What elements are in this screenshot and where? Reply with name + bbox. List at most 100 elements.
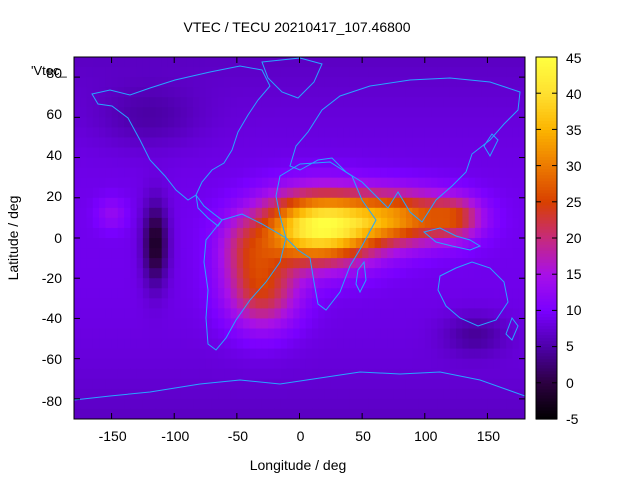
heatmap-cell [337, 358, 344, 370]
heatmap-cell [506, 167, 514, 179]
heatmap-cell [456, 288, 463, 299]
coastline-eurasia [289, 77, 521, 223]
heatmap-cell [243, 97, 250, 108]
heatmap-cell [330, 338, 338, 350]
heatmap-cell [412, 127, 420, 139]
colorbar-segment [536, 111, 557, 115]
heatmap-cell [224, 137, 232, 149]
heatmap-cell [424, 147, 432, 159]
heatmap-cell [431, 137, 438, 149]
heatmap-cell [142, 238, 150, 249]
heatmap-cell [130, 107, 138, 118]
heatmap-cell [117, 117, 125, 128]
heatmap-cell [431, 398, 438, 410]
heatmap-cell [99, 318, 106, 330]
heatmap-cell [99, 97, 106, 108]
heatmap-cell [218, 87, 225, 98]
heatmap-cell [512, 268, 520, 279]
heatmap-cell [368, 167, 376, 179]
heatmap-cell [149, 368, 157, 380]
heatmap-cell [462, 147, 470, 159]
heatmap-cell [249, 248, 257, 259]
heatmap-cell [142, 338, 150, 350]
heatmap-cell [399, 107, 407, 118]
heatmap-cell [249, 87, 257, 98]
heatmap-cell [268, 207, 276, 219]
heatmap-cell [456, 57, 463, 68]
heatmap-cell [318, 328, 326, 340]
heatmap-cell [205, 187, 213, 199]
heatmap-cell [449, 67, 457, 78]
heatmap-cell [117, 248, 125, 259]
heatmap-cell [236, 408, 244, 419]
heatmap-cell [167, 67, 175, 78]
heatmap-cell [136, 147, 144, 159]
heatmap-cell [261, 177, 269, 189]
heatmap-cell [312, 348, 319, 360]
heatmap-cell [218, 398, 225, 410]
heatmap-cell [437, 87, 445, 98]
heatmap-cell [499, 368, 507, 380]
heatmap-cell [330, 57, 338, 68]
heatmap-cell [205, 217, 213, 229]
heatmap-cell [374, 197, 382, 209]
heatmap-cell [236, 398, 244, 410]
heatmap-cell [199, 177, 207, 189]
heatmap-cell [105, 288, 113, 299]
heatmap-cell [205, 318, 213, 330]
heatmap-cell [186, 298, 194, 309]
heatmap-cell [405, 328, 413, 340]
heatmap-cell [324, 348, 332, 360]
heatmap-cell [506, 238, 514, 249]
heatmap-cell [393, 398, 401, 410]
heatmap-cell [268, 147, 276, 159]
heatmap-cell [368, 278, 376, 289]
colorbar-segment [536, 207, 557, 212]
heatmap-cell [155, 87, 163, 98]
heatmap-cell [355, 348, 363, 360]
heatmap-cell [324, 147, 332, 159]
heatmap-cell [243, 217, 250, 229]
heatmap-cell [487, 207, 495, 219]
heatmap-cell [312, 147, 319, 159]
heatmap-cell [193, 157, 200, 169]
heatmap-cell [405, 217, 413, 229]
colorbar-segment [536, 219, 557, 224]
heatmap-cell [205, 227, 213, 239]
heatmap-cell [405, 187, 413, 199]
heatmap-cell [274, 388, 282, 400]
heatmap-cell [474, 248, 482, 259]
heatmap-cell [161, 358, 169, 370]
heatmap-cell [174, 127, 182, 139]
heatmap-cell [449, 157, 457, 169]
heatmap-cell [111, 157, 119, 169]
heatmap-cell [80, 97, 88, 108]
heatmap-cell [280, 97, 288, 108]
heatmap-cell [405, 268, 413, 279]
heatmap-cell [261, 368, 269, 380]
heatmap-cell [468, 187, 476, 199]
heatmap-cell [330, 358, 338, 370]
heatmap-cell [280, 197, 288, 209]
heatmap-cell [111, 358, 119, 370]
colorbar-segment [536, 153, 557, 158]
heatmap-cell [274, 207, 282, 219]
colorbar-segment [536, 225, 557, 230]
heatmap-cell [205, 77, 213, 88]
colorbar-segment [536, 247, 557, 251]
heatmap-cell [424, 177, 432, 189]
heatmap-cell [399, 288, 407, 299]
heatmap-cell [74, 107, 81, 118]
y-tick-label: 80 [46, 65, 62, 81]
heatmap-cell [506, 278, 514, 289]
heatmap-cell [199, 348, 207, 360]
heatmap-cell [506, 298, 514, 309]
heatmap-cell [506, 117, 514, 128]
heatmap-cell [186, 77, 194, 88]
heatmap-cell [117, 348, 125, 360]
heatmap-cell [431, 258, 438, 269]
heatmap-cell [443, 77, 451, 88]
heatmap-cell [218, 408, 225, 419]
heatmap-cell [111, 288, 119, 299]
heatmap-cell [74, 147, 81, 159]
